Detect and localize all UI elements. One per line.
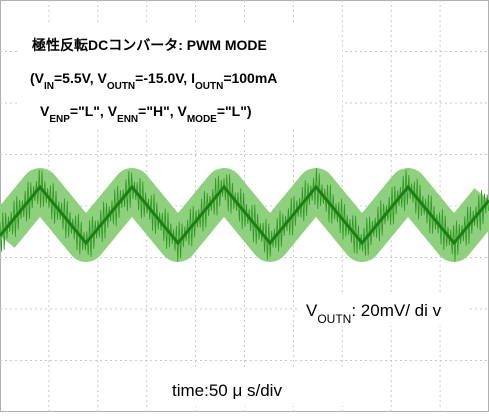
text-part: ="H", V	[138, 103, 187, 119]
text-part: : 20mV/ di v	[351, 301, 441, 320]
text-part: =-15.0V, I	[135, 70, 195, 86]
scope-screen: 極性反転DCコンバータ: PWM MODE (VIN=5.5V, VOUTN=-…	[0, 0, 489, 412]
subscript: OUTN	[195, 81, 223, 92]
text-part: (V	[30, 70, 45, 86]
subscript: OUTN	[107, 81, 135, 92]
text-part: =5.5V, V	[54, 70, 107, 86]
text-part: ="L")	[217, 103, 252, 119]
time-scale: time:50 μ s/div	[172, 381, 282, 400]
subscript: ENN	[117, 114, 138, 125]
text-part: =100mA	[223, 70, 277, 86]
text-part: V	[306, 301, 318, 320]
subscript: MODE	[187, 114, 217, 125]
text-part: ="L", V	[70, 103, 118, 119]
subscript: OUTN	[317, 312, 351, 326]
subscript: IN	[44, 81, 54, 92]
subscript: ENP	[49, 114, 70, 125]
title: 極性反転DCコンバータ: PWM MODE	[32, 37, 267, 53]
